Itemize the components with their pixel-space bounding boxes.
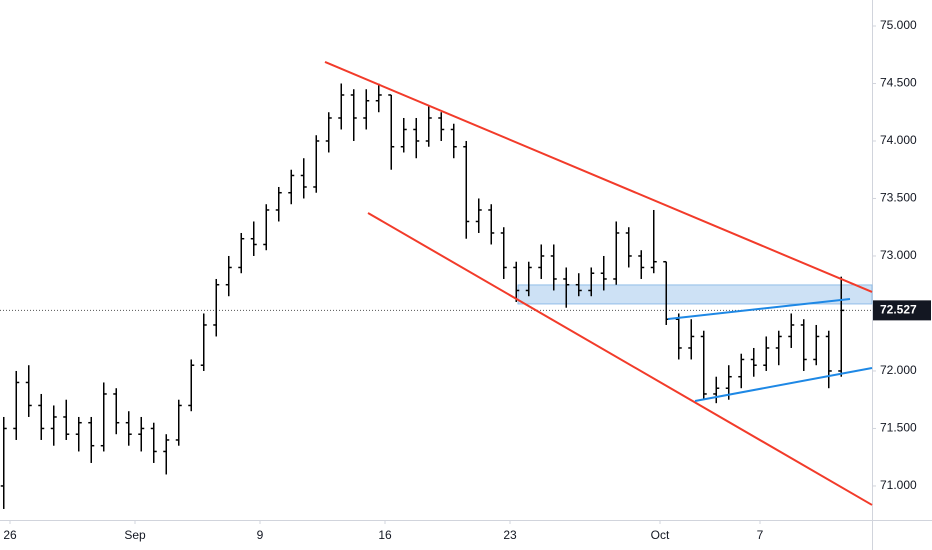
last-price-box [873, 300, 931, 321]
trend-line [694, 366, 873, 402]
x-tick-label: Oct [651, 528, 670, 542]
x-tick-label: 23 [503, 528, 517, 542]
trend-line [324, 61, 873, 293]
y-tick-label: 75.000 [880, 18, 917, 32]
x-tick-label: 9 [257, 528, 264, 542]
y-tick-label: 74.000 [880, 133, 917, 147]
x-tick-label: 26 [3, 528, 17, 542]
y-tick-label: 73.000 [880, 248, 917, 262]
trend-line [667, 297, 851, 320]
y-tick-label: 71.500 [880, 421, 917, 435]
y-tick-label: 74.500 [880, 76, 917, 90]
x-tick-label: 16 [378, 528, 392, 542]
y-tick-label: 72.000 [880, 363, 917, 377]
zone [517, 284, 873, 305]
trend-line [367, 212, 873, 506]
x-tick-label: Sep [124, 528, 146, 542]
y-tick-label: 73.500 [880, 191, 917, 205]
last-price-label: 72.527 [880, 303, 917, 317]
x-tick-label: 7 [757, 528, 764, 542]
y-tick-label: 71.000 [880, 478, 917, 492]
